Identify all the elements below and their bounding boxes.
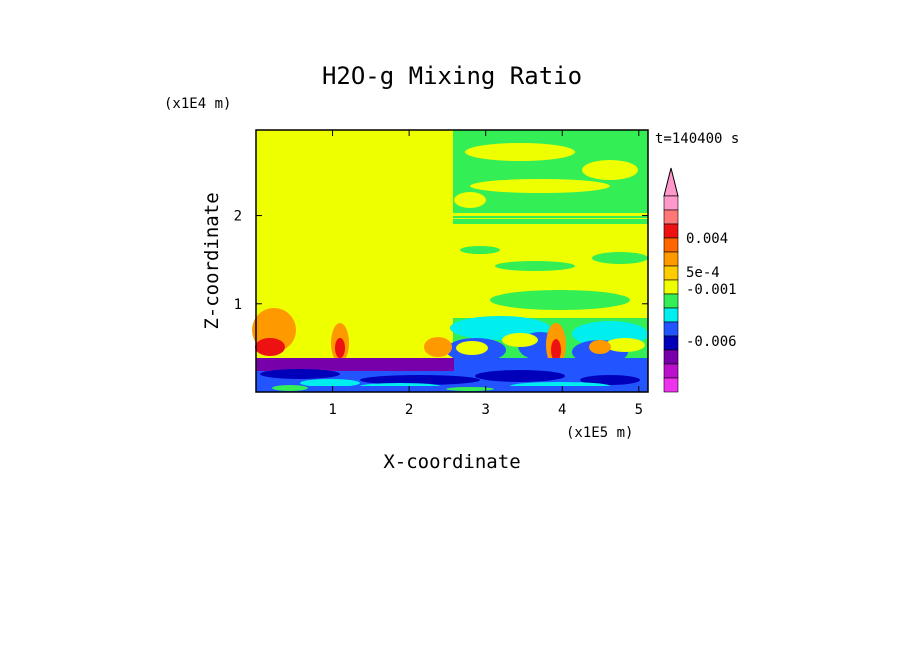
yellow-line — [453, 213, 648, 216]
x-unit-label: (x1E5 m) — [566, 425, 633, 441]
field-blob — [495, 261, 575, 271]
field-blob — [260, 369, 340, 379]
field-blob — [502, 333, 538, 347]
field-blob — [456, 341, 488, 355]
field-blob — [490, 290, 630, 310]
colorbar-label: -0.006 — [686, 334, 737, 350]
x-tick-label: 3 — [481, 402, 489, 418]
y-tick-label: 1 — [234, 297, 242, 313]
chart-title: H2O-g Mixing Ratio — [322, 62, 582, 90]
colorbar-swatch — [663, 377, 679, 393]
field-blob — [589, 340, 611, 354]
x-tick-label: 5 — [635, 402, 643, 418]
y-axis: 12 — [234, 209, 648, 313]
x-tick-label: 4 — [558, 402, 566, 418]
field-blob — [454, 192, 486, 208]
y-unit-label: (x1E4 m) — [164, 96, 231, 112]
colorbar-swatch — [663, 321, 679, 337]
colorbar-swatch — [663, 335, 679, 351]
field-blob — [475, 370, 565, 382]
colorbar: 0.004 5e-4-0.001 -0.006 — [663, 167, 737, 393]
colorbar-swatch — [663, 363, 679, 379]
x-axis: 1 2 3 4 5 — [328, 130, 643, 418]
colorbar-swatch — [663, 349, 679, 365]
colorbar-swatch — [663, 209, 679, 225]
time-label: t=140400 s — [655, 131, 739, 147]
y-tick-label: 2 — [234, 209, 242, 225]
colorbar-label: 5e-4 — [686, 265, 720, 281]
field-blob — [424, 337, 452, 357]
plot-frame — [255, 129, 649, 393]
field-blob — [605, 338, 645, 352]
colorbar-swatch — [663, 265, 679, 281]
x-tick-label: 2 — [405, 402, 413, 418]
x-tick-label: 1 — [328, 402, 336, 418]
x-axis-label: X-coordinate — [383, 451, 520, 473]
field-blob — [470, 179, 610, 193]
field-blob — [446, 387, 494, 391]
field-blob — [460, 246, 500, 254]
colorbar-swatch — [663, 307, 679, 323]
colorbar-swatch — [663, 195, 679, 211]
field-blob — [360, 375, 480, 385]
field-blob — [335, 338, 345, 358]
purple-layer — [256, 358, 454, 371]
colorbar-label: 0.004 — [686, 231, 728, 247]
red-core — [551, 339, 561, 361]
left-red — [255, 338, 285, 356]
colorbar-label: -0.001 — [686, 282, 737, 298]
colorbar-swatch — [663, 223, 679, 239]
field-blob — [580, 375, 640, 385]
contour-field — [252, 130, 648, 392]
colorbar-swatch — [663, 237, 679, 253]
field-blob — [272, 385, 308, 391]
colorbar-swatch — [663, 279, 679, 295]
green-line — [453, 219, 648, 224]
field-blob — [465, 143, 575, 161]
colorbar-swatch — [663, 293, 679, 309]
colorbar-extend-arrow — [663, 167, 679, 197]
field-blob — [582, 160, 638, 180]
y-axis-label: Z-coordinate — [201, 192, 223, 329]
colorbar-swatch — [663, 251, 679, 267]
field-blob — [592, 252, 648, 264]
field-blob — [300, 379, 360, 387]
